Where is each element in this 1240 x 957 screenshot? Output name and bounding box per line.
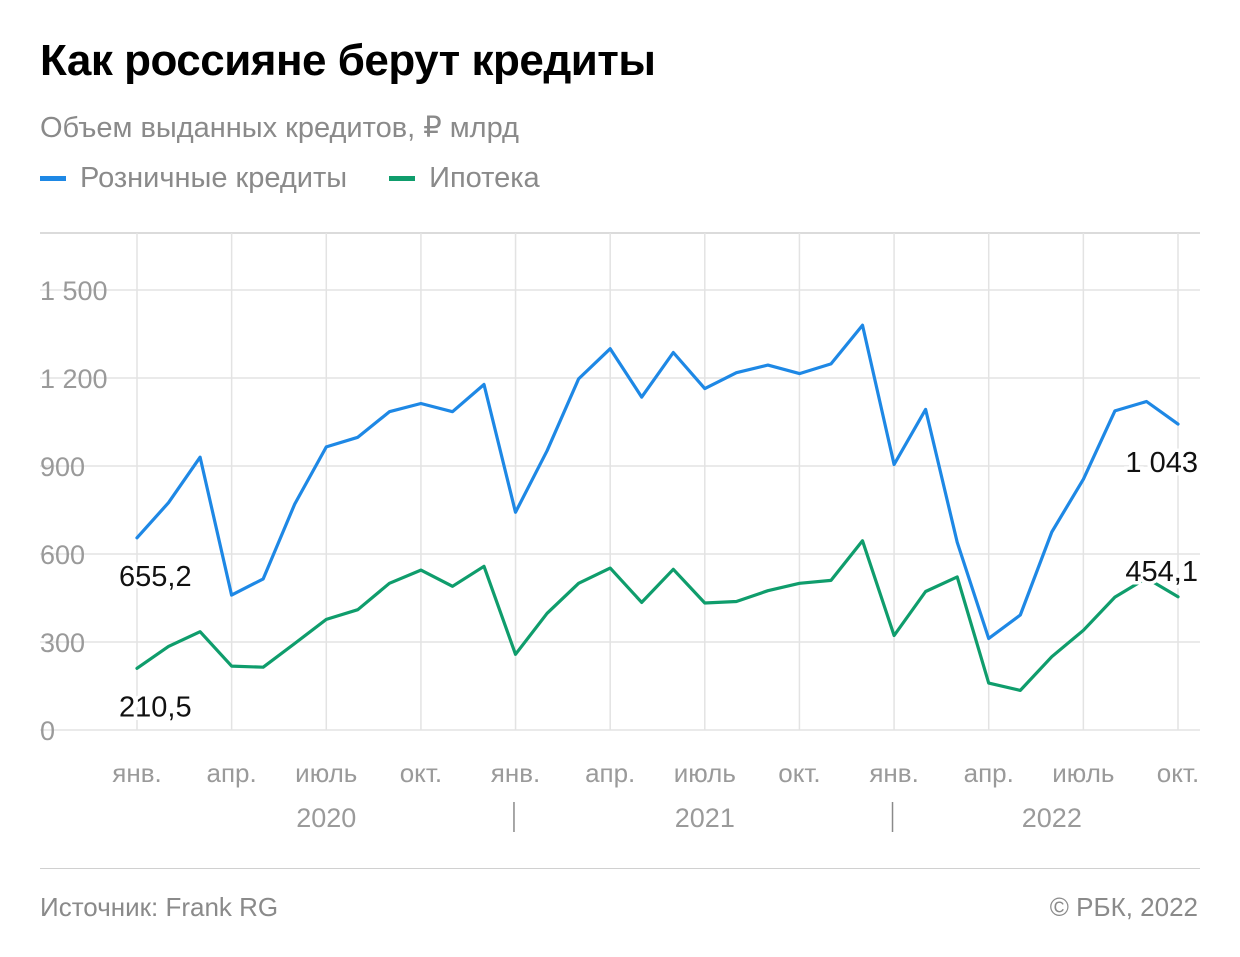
y-tick-label: 0 [40,716,55,746]
copyright-note: © РБК, 2022 [1049,892,1198,922]
retail-line [135,323,1180,641]
x-tick-label: апр. [585,758,635,788]
y-tick-label: 1 500 [40,276,108,306]
x-tick-label: июль [295,758,357,788]
x-tick-label: окт. [400,758,442,788]
year-label: 2021 [675,803,735,833]
chart-subtitle: Объем выданных кредитов, ₽ млрд [40,112,519,144]
y-tick-label: 600 [40,540,85,570]
mortgage-line [135,539,1180,692]
legend-swatch-mortgage [389,176,416,181]
footer-divider [40,868,1200,869]
chart-title: Как россияне берут кредиты [40,36,656,85]
x-tick-label: апр. [964,758,1014,788]
legend-label-mortgage: Ипотека [429,162,540,194]
year-label: 2020 [296,803,356,833]
x-tick-label: апр. [207,758,257,788]
x-tick-label: янв. [869,758,918,788]
legend-swatch-retail [40,176,66,181]
legend-label-retail: Розничные кредиты [80,162,348,194]
x-tick-label: июль [674,758,736,788]
year-label: 2022 [1022,803,1082,833]
legend-item-retail: Розничные кредиты [40,162,347,195]
x-tick-label: окт. [778,758,820,788]
line-chart: 0 300 600 900 1 200 1 500 янв. апр. июль окт. янв.… [40,232,1202,833]
source-note: Источник: Frank RG [40,892,279,922]
data-label: 1 043 [1125,447,1198,479]
data-label: 210,5 [119,691,192,723]
x-tick-label: июль [1052,758,1114,788]
y-tick-label: 300 [40,628,85,658]
y-tick-label: 1 200 [40,364,108,394]
data-label: 454,1 [1125,556,1198,588]
data-label: 655,2 [119,561,192,593]
legend: Розничные кредиты Ипотека [40,162,582,195]
x-tick-label: янв. [112,758,161,788]
y-tick-label: 900 [40,452,85,482]
x-tick-label: окт. [1157,758,1199,788]
x-tick-label: янв. [491,758,540,788]
legend-item-mortgage: Ипотека [389,162,540,195]
